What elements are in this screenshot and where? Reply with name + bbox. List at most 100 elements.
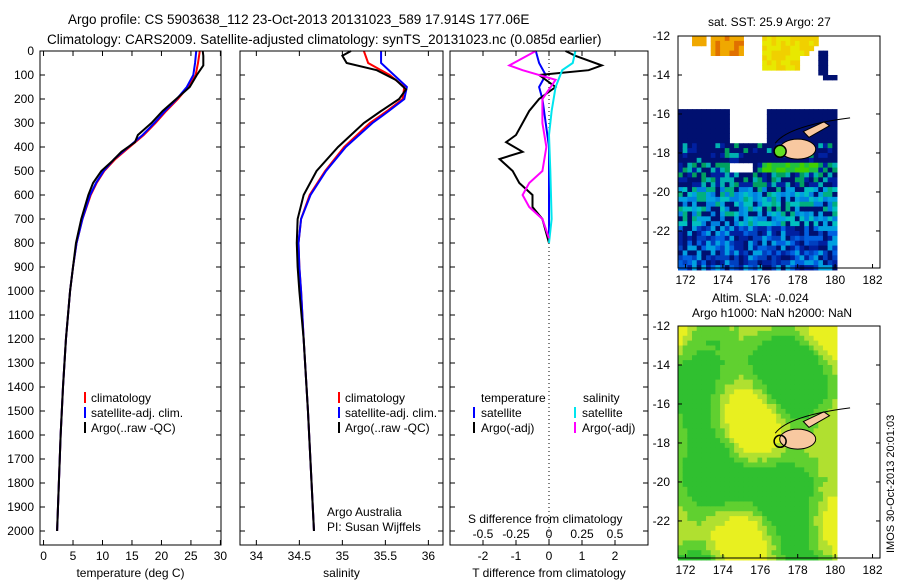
legend-swatch-s-argo — [574, 422, 576, 433]
sst-cell — [692, 177, 698, 183]
sst-cell — [752, 172, 758, 178]
sla-cell — [771, 535, 777, 541]
sla-cell — [813, 501, 819, 507]
sla-cell — [687, 345, 693, 351]
sst-cell — [813, 216, 819, 222]
sla-cell — [720, 379, 726, 385]
sla-cell — [790, 496, 796, 502]
sla-cell — [752, 481, 758, 488]
legend-label: satellite-adj. clim. — [91, 406, 183, 420]
sla-cell — [785, 340, 791, 346]
sst-cell — [818, 118, 824, 125]
sla-cell — [696, 506, 702, 512]
sla-cell — [771, 418, 777, 424]
sla-cell — [678, 408, 684, 415]
sst-cell — [743, 260, 749, 266]
sst-cell — [771, 123, 777, 130]
sst-cell — [780, 250, 787, 256]
sla-cell — [776, 506, 782, 512]
sla-cell — [710, 423, 716, 429]
sla-cell — [780, 491, 787, 498]
sst-cell — [715, 191, 721, 198]
sla-cell — [710, 389, 716, 395]
sla-cell — [724, 389, 730, 395]
sla-cell — [706, 501, 712, 507]
sst-cell — [827, 143, 833, 149]
sla-cell — [692, 540, 698, 546]
sst-cell — [678, 148, 684, 154]
sla-cell — [771, 477, 777, 483]
sla-cell — [724, 379, 730, 385]
sla-cell — [706, 530, 712, 537]
sst-cell — [771, 143, 777, 149]
sst-cell — [715, 45, 721, 52]
sla-cell — [799, 403, 805, 410]
sla-cell — [734, 408, 740, 415]
sla-cell — [748, 501, 754, 507]
sla-cell — [706, 399, 712, 405]
sst-cell — [766, 157, 773, 164]
sla-cell — [771, 550, 777, 556]
sla-cell — [696, 525, 702, 532]
sla-cell — [687, 491, 693, 498]
sla-cell — [678, 550, 684, 556]
sla-cell — [780, 452, 787, 459]
sst-cell — [822, 133, 829, 139]
sla-cell — [710, 418, 716, 424]
sla-cell — [804, 379, 810, 385]
sla-cell — [715, 326, 721, 332]
sla-cell — [738, 379, 744, 385]
sst-cell — [822, 70, 829, 76]
sst-cell — [720, 162, 726, 169]
sla-cell — [682, 384, 688, 390]
sst-cell — [692, 255, 698, 261]
sst-cell — [734, 191, 740, 198]
sla-cell — [808, 506, 815, 512]
sla-cell — [678, 486, 684, 493]
sst-cell — [696, 211, 702, 217]
sla-cell — [818, 491, 824, 498]
sla-cell — [762, 535, 768, 541]
sst-cell — [822, 235, 829, 242]
legend-title-temperature: temperature — [481, 391, 546, 405]
sla-cell — [752, 506, 758, 512]
sst-cell — [799, 118, 805, 125]
sla-cell — [752, 472, 758, 478]
sla-cell — [701, 350, 707, 356]
sst-cell — [832, 245, 838, 251]
sst-cell — [752, 152, 758, 159]
sla-cell — [785, 350, 791, 356]
sst-cell — [804, 255, 810, 261]
sla-cell — [799, 340, 805, 346]
sla-cell — [799, 350, 805, 356]
lon-tick-label: 174 — [713, 563, 733, 577]
sst-cell — [678, 201, 684, 208]
sla-cell — [808, 394, 815, 400]
sla-cell — [748, 423, 754, 429]
sla-cell — [827, 516, 833, 522]
sst-cell — [696, 133, 702, 139]
sla-cell — [766, 374, 773, 381]
sla-cell — [682, 516, 688, 522]
sst-cell — [766, 138, 773, 144]
sla-cell — [729, 374, 735, 381]
sla-cell — [813, 545, 819, 551]
sst-cell — [762, 45, 768, 52]
sst-cell — [738, 196, 744, 203]
sla-cell — [696, 433, 702, 439]
sst-cell — [780, 50, 787, 56]
sst-cell — [808, 177, 815, 183]
sst-cell — [799, 221, 805, 227]
sla-cell — [832, 506, 838, 512]
sst-cell — [752, 245, 758, 251]
sla-cell — [832, 399, 838, 405]
sla-cell — [687, 423, 693, 429]
sst-cell — [827, 152, 833, 159]
sst-cell — [762, 65, 768, 71]
sla-cell — [813, 486, 819, 493]
sst-cell — [729, 255, 735, 261]
sst-cell — [766, 118, 773, 125]
sla-cell — [682, 525, 688, 532]
sla-cell — [682, 462, 688, 468]
sla-cell — [766, 472, 773, 478]
